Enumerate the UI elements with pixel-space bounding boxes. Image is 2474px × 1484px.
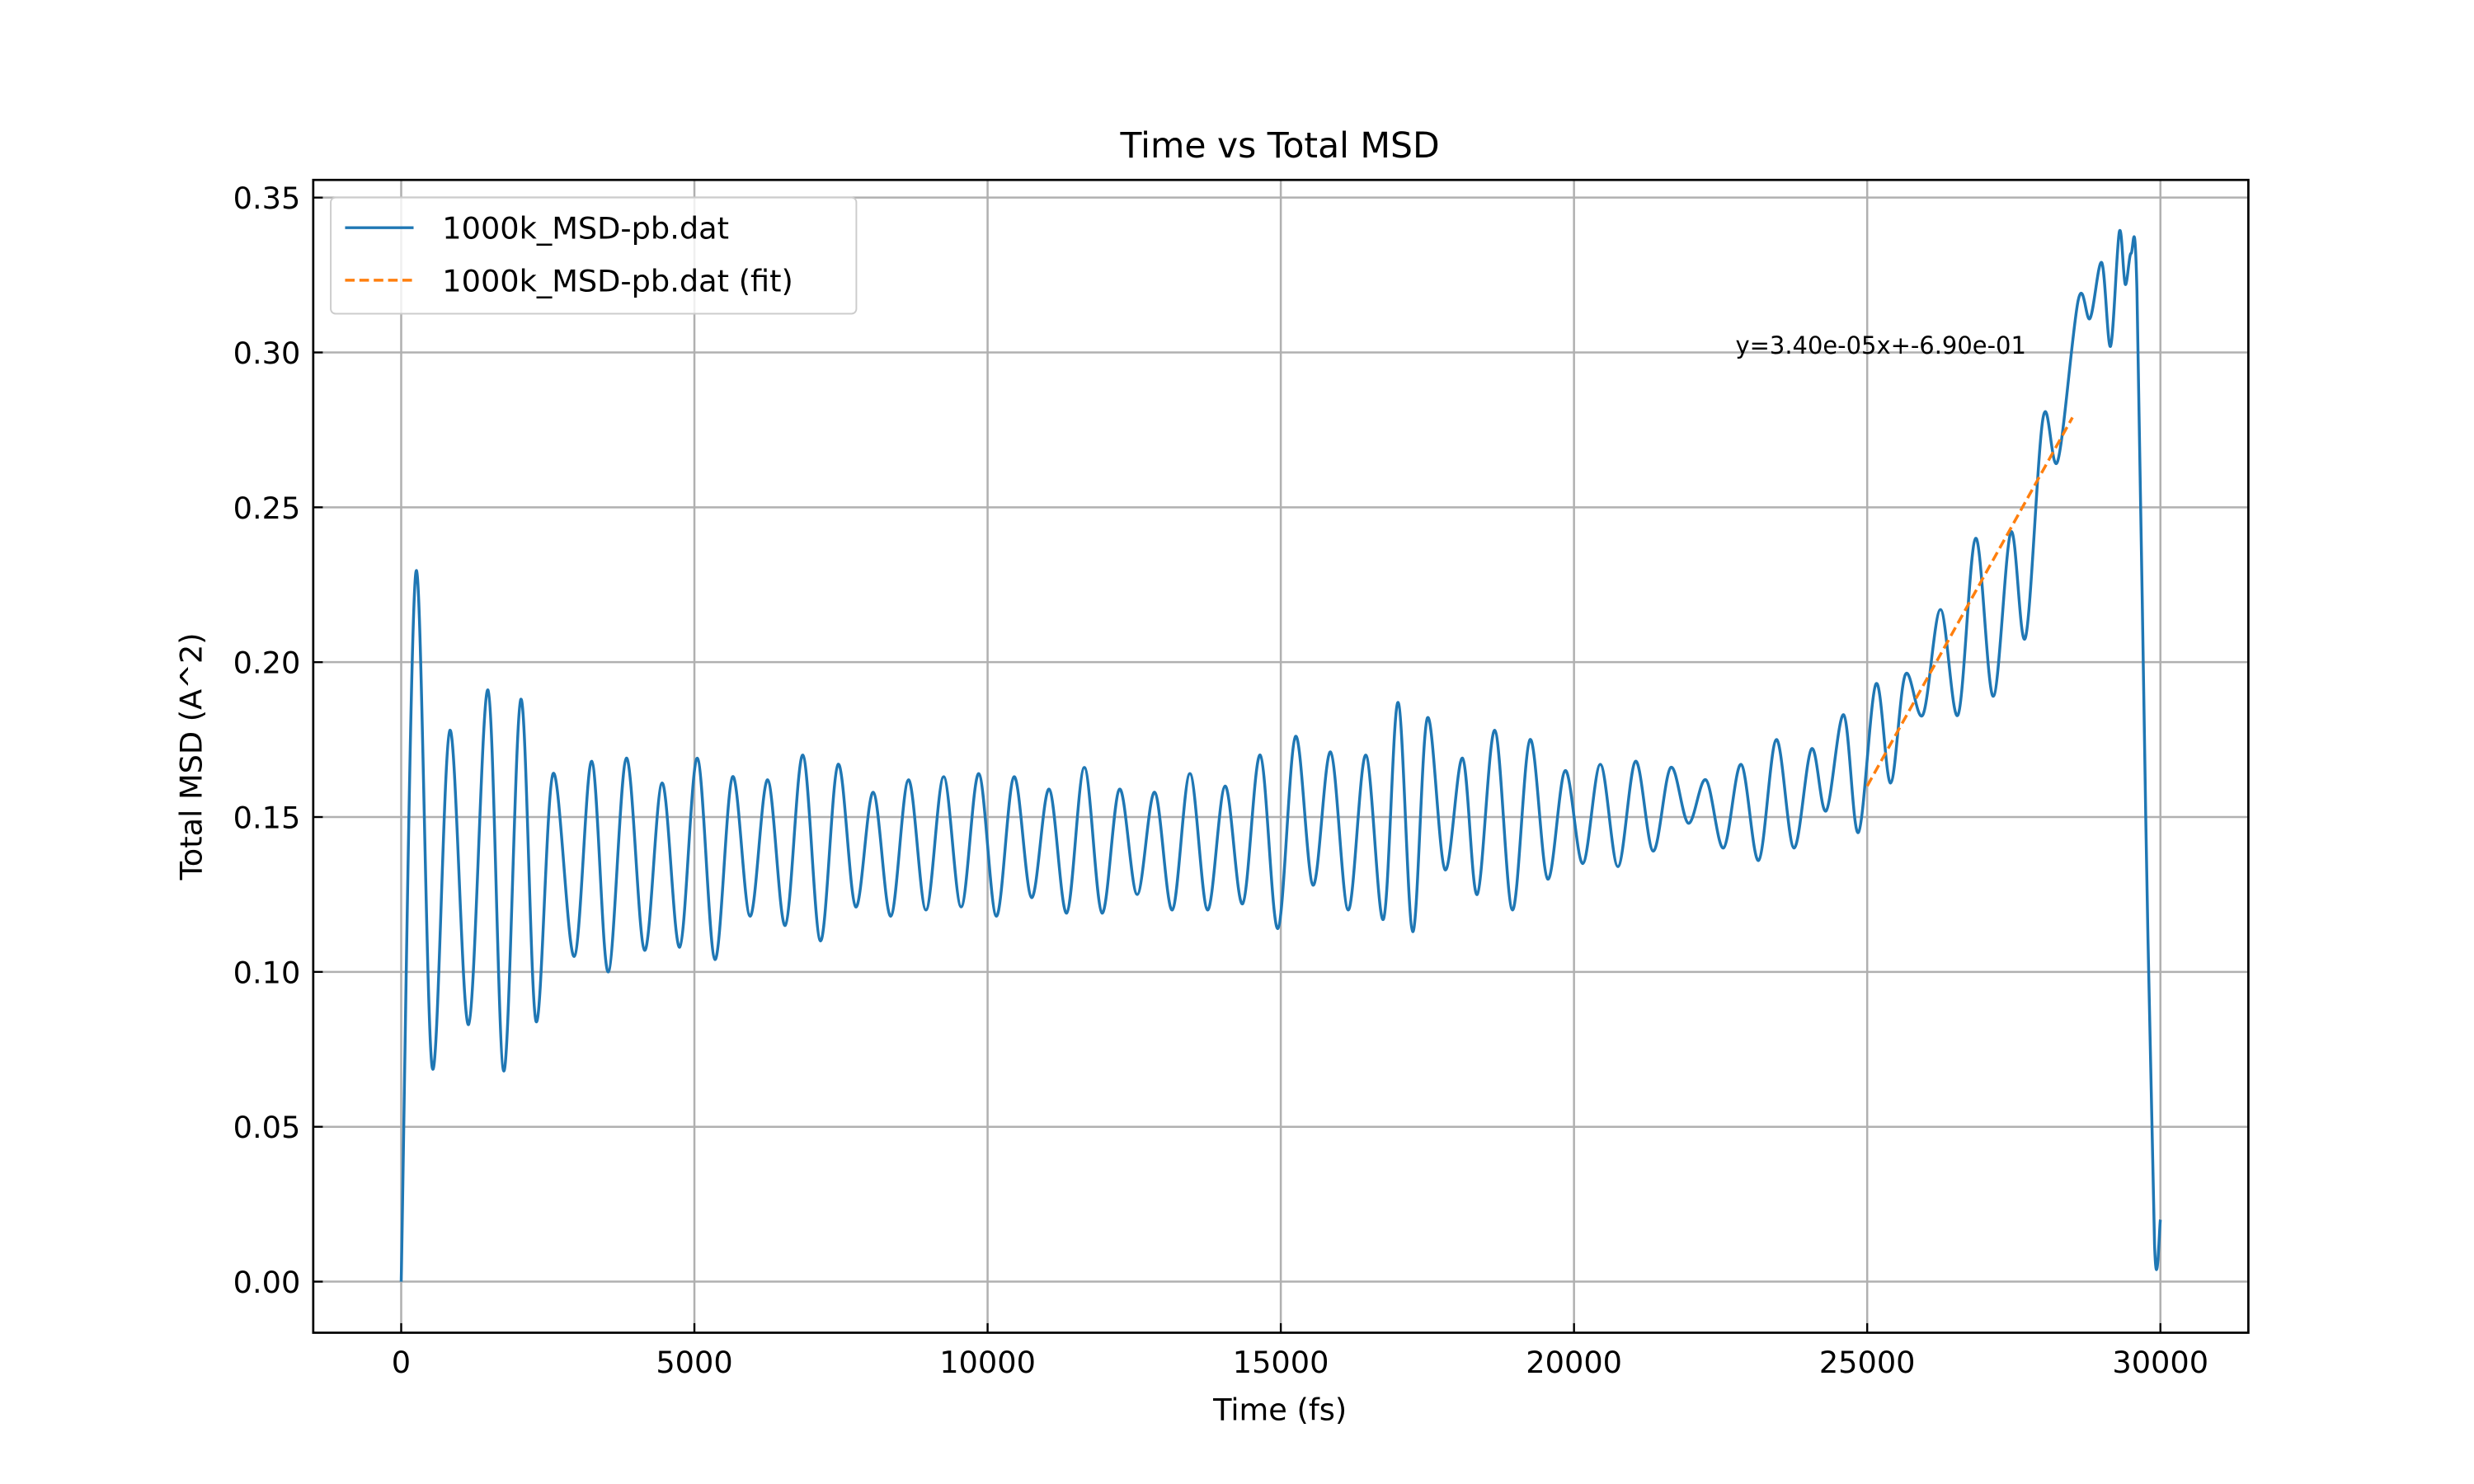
chart-title: Time vs Total MSD [1120, 126, 1440, 167]
y-tick-label: 0.35 [233, 181, 301, 216]
y-tick-label: 0.30 [233, 336, 301, 371]
y-tick-label: 0.05 [233, 1110, 301, 1145]
plot-frame [312, 178, 2250, 1334]
x-axis-label: Time (fs) [1212, 1392, 1347, 1428]
annotation: y=3.40e-05x+-6.90e-01 [1736, 331, 2026, 359]
y-tick-label: 0.20 [233, 646, 301, 681]
x-tick-label: 20000 [1526, 1345, 1622, 1380]
x-tick-label: 10000 [939, 1345, 1036, 1380]
y-tick-label: 0.15 [233, 801, 301, 836]
x-tick-label: 30000 [2112, 1345, 2208, 1380]
line-series [399, 228, 2162, 1282]
y-tick-label: 0.25 [233, 491, 301, 526]
legend-label: 1000k_MSD-pb.dat [442, 211, 729, 247]
legend-label: 1000k_MSD-pb.dat (fit) [442, 263, 793, 298]
legend-box [330, 196, 858, 315]
y-tick-label: 0.10 [233, 955, 301, 990]
x-tick-label: 5000 [656, 1345, 732, 1380]
line-series [1865, 416, 2074, 787]
x-tick-label: 25000 [1819, 1345, 1916, 1380]
x-tick-label: 0 [392, 1345, 411, 1380]
y-tick-label: 0.00 [233, 1265, 301, 1300]
y-axis-label: Total MSD (A^2) [174, 632, 209, 881]
x-tick-label: 15000 [1233, 1345, 1329, 1380]
